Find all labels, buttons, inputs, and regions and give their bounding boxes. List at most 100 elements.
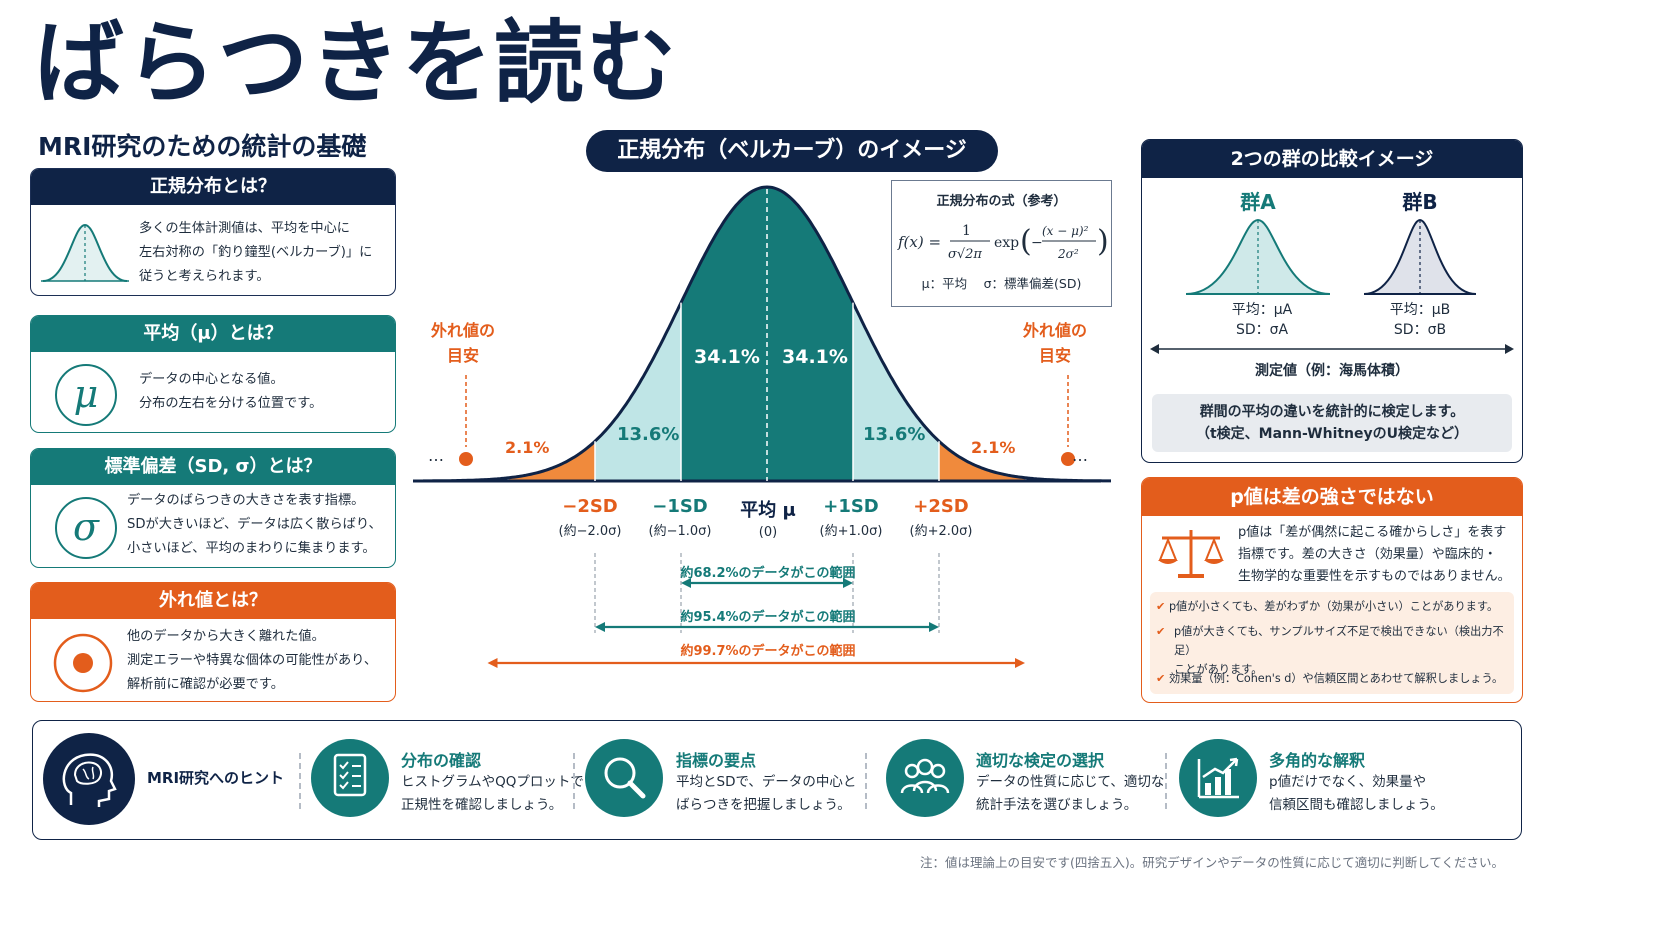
card-text: データのばらつきの大きさを表す指標。 SDが大きいほど、データは広く散らばり、 … (127, 493, 382, 556)
ellipsis-left: … (428, 446, 444, 465)
range-arrow-99-head-right (1015, 658, 1025, 668)
card-mean: 平均（μ）とは？ μ データの中心となる値。 分布の左右を分ける位置です。 (30, 315, 396, 433)
pvalue-header: p値は差の強さではない (1142, 478, 1522, 516)
axis-label-main: +2SD (913, 496, 969, 517)
axis-label-minus1sd: −1SD (約−1.0σ) (630, 496, 730, 539)
pvalue-text: p値は「差が偶然に起こる確からしさ」を表す 指標です。差の大きさ（効果量）や臨床… (1238, 525, 1511, 584)
compare-header: 2つの群の比較イメージ (1142, 140, 1522, 178)
group-curves (1185, 218, 1477, 295)
card-normal-distribution: 正規分布とは？ 多くの生体計測値は、平均を中心に 左右対称の「釣り鐘型(ベルカー… (30, 168, 396, 296)
outlier-dot-right (1061, 452, 1075, 466)
target-dot-icon (53, 633, 113, 693)
range-label-68: 約68.2%のデータがこの範囲 (680, 566, 856, 581)
footnote: 注：値は理論上の目安です(四捨五入)。研究デザインやデータの性質に応じて適切に判… (919, 855, 1504, 870)
hints-bar: MRI研究へのヒント 分布の確認 ヒストグラムやQQプロットで 正規性を確認しま… (32, 720, 1522, 840)
card-text: 多くの生体計測値は、平均を中心に 左右対称の「釣り鐘型(ベルカーブ)」に 従うと… (139, 221, 373, 284)
hint-title: 適切な検定の選択 (976, 751, 1105, 770)
hint-separator (1165, 753, 1167, 809)
hint-title: 分布の確認 (401, 751, 482, 770)
page-title: ばらつきを読む (34, 11, 678, 116)
compare-note-box: 群間の平均の違いを統計的に検定します。 （t検定、Mann-WhitneyのU検… (1152, 394, 1512, 452)
group-b-name: 群B (1402, 190, 1438, 214)
hint-title: 多角的な解釈 (1269, 751, 1366, 770)
outlier-dot-left (459, 452, 473, 466)
axis-label-sub: (約−2.0σ) (558, 524, 622, 539)
check-item: ✔ p値が大きくても、サンプルサイズ不足で検出できない（検出力不足） ことがあり… (1156, 622, 1514, 679)
svg-text:1: 1 (962, 223, 971, 239)
hint-text: 平均とSDで、データの中心と ばらつきを把握しましょう。 (676, 774, 857, 813)
axis-label-main: +1SD (823, 496, 879, 517)
pct-mid-right: 13.6% (863, 424, 926, 445)
axis-label-sub: (0) (758, 525, 778, 540)
hint-title: 指標の要点 (676, 751, 757, 770)
card-outlier: 外れ値とは？ 他のデータから大きく離れた値。 測定エラーや特異な個体の可能性があ… (30, 582, 396, 702)
axis-label-sub: (約+1.0σ) (819, 524, 883, 539)
range-arrow-95-head-right (929, 622, 939, 632)
hint-interpretation: 多角的な解釈 p値だけでなく、効果量や 信頼区間も確認しましょう。 (1269, 747, 1444, 817)
range-arrow-68-head-left (681, 578, 691, 588)
group-b-stats: 平均：μB SD：σB (1360, 300, 1480, 340)
hint-test-selection: 適切な検定の選択 データの性質に応じて、適切な 統計手法を選びましょう。 (976, 747, 1164, 817)
mu-icon: μ (55, 364, 117, 426)
card-text: データの中心となる値。 分布の左右を分ける位置です。 (139, 372, 323, 411)
range-arrow-99-head-left (487, 658, 498, 668)
hint-text: ヒストグラムやQQプロットで 正規性を確認しましょう。 (401, 774, 584, 813)
pct-inner-left: 34.1% (694, 346, 760, 368)
check-icon: ✔ (1156, 600, 1166, 613)
svg-text:(x − μ)²: (x − μ)² (1042, 224, 1089, 238)
svg-text:): ) (1097, 224, 1109, 259)
range-arrow-68 (681, 578, 853, 588)
bell-curve-icon (41, 223, 129, 282)
tail-region-left (509, 441, 595, 481)
card-header: 平均（μ）とは？ (31, 316, 395, 352)
axis-label-main: −1SD (652, 496, 708, 517)
hint-separator (573, 753, 575, 809)
card-header: 外れ値とは？ (31, 583, 395, 619)
pct-tail-right: 2.1% (971, 438, 1016, 457)
bell-curve-line (423, 185, 1111, 483)
range-label-99: 約99.7%のデータがこの範囲 (680, 644, 856, 659)
hint-text: データの性質に応じて、適切な 統計手法を選びましょう。 (976, 774, 1165, 813)
check-item: ✔ p値が小さくても、差がわずか（効果が小さい）ことがあります。 (1156, 600, 1499, 613)
people-icon (886, 739, 964, 817)
checklist-icon (311, 739, 389, 817)
card-text: 他のデータから大きく離れた値。 測定エラーや特異な個体の可能性があり、 解析前に… (127, 629, 378, 692)
formula-expression: f(x) = 1 σ√2π exp ( − (x − μ)² 2σ² ) (897, 223, 1109, 262)
measurement-axis-arrow (1150, 344, 1514, 354)
range-arrow-95-head-left (595, 622, 605, 632)
range-arrow-68-head-right (843, 578, 853, 588)
range-arrow-95 (595, 622, 939, 632)
scale-icon (1158, 530, 1224, 578)
bell-curve-title: 正規分布（ベルカーブ）のイメージ (586, 130, 998, 172)
pct-mid-left: 13.6% (617, 424, 680, 445)
group-a-stats: 平均：μA SD：σA (1202, 300, 1322, 340)
axis-label-plus1sd: +1SD (約+1.0σ) (801, 496, 901, 539)
brain-head-icon (43, 733, 135, 825)
card-header: 正規分布とは？ (31, 169, 395, 205)
page-subtitle: MRI研究のための統計の基礎 (38, 132, 367, 161)
outlier-label-right: 外れ値の 目安 (1022, 321, 1087, 365)
magnifier-icon (585, 739, 663, 817)
pct-inner-right: 34.1% (782, 346, 848, 368)
card-header: 標準偏差（SD, σ）とは？ (31, 449, 395, 485)
svg-text:exp: exp (994, 235, 1019, 251)
svg-text:σ√2π: σ√2π (948, 247, 982, 262)
axis-label-plus2sd: +2SD (約+2.0σ) (891, 496, 991, 539)
svg-text:f(x) =: f(x) = (897, 233, 941, 251)
hint-text: p値だけでなく、効果量や 信頼区間も確認しましょう。 (1269, 774, 1444, 813)
group-b-mean: 平均：μB (1389, 302, 1451, 318)
pct-tail-left: 2.1% (505, 438, 550, 457)
axis-label-sub: (約+2.0σ) (909, 524, 973, 539)
check-icon: ✔ (1156, 672, 1166, 685)
svg-text:2σ²: 2σ² (1057, 247, 1079, 261)
sigma-icon: σ (55, 497, 117, 559)
axis-label-sub: (約−1.0σ) (648, 524, 712, 539)
range-label-95: 約95.4%のデータがこの範囲 (680, 610, 856, 625)
formula-box: 正規分布の式（参考） f(x) = 1 σ√2π exp ( − (x − μ)… (891, 180, 1112, 307)
group-b-sd: SD：σB (1393, 322, 1447, 338)
ellipsis-right: … (1072, 446, 1088, 465)
axis-label-mean: 平均 μ (0) (718, 496, 818, 540)
svg-text:−: − (1031, 235, 1043, 251)
hint-separator (865, 753, 867, 809)
axis-label-main: −2SD (562, 496, 618, 517)
